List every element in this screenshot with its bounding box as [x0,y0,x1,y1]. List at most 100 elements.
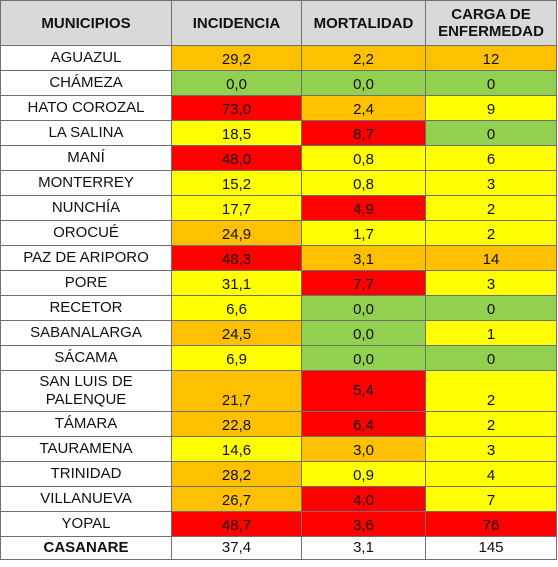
cell-carga: 2 [425,220,557,246]
cell-incidencia: 22,8 [171,411,302,437]
cell-incidencia: 26,7 [171,486,302,512]
cell-incidencia: 18,5 [171,120,302,146]
table-row: SAN LUIS DE PALENQUE 21,7 5,4 2 [0,370,557,412]
total-row: CASANARE 37,4 3,1 145 [0,536,557,560]
cell-municipio: TÁMARA [0,411,172,437]
cell-incidencia: 48,3 [171,245,302,271]
cell-incidencia: 48,0 [171,145,302,171]
table-row: SABANALARGA 24,5 0,0 1 [0,320,557,346]
cell-municipio: HATO COROZAL [0,95,172,121]
cell-incidencia: 24,9 [171,220,302,246]
cell-carga: 2 [425,195,557,221]
cell-municipio: PORE [0,270,172,296]
cell-mortalidad: 1,7 [301,220,426,246]
table-row: TÁMARA 22,8 6,4 2 [0,411,557,437]
cell-mortalidad: 0,0 [301,70,426,96]
cell-mortalidad: 4,0 [301,486,426,512]
cell-mortalidad: 0,0 [301,345,426,371]
table-row: YOPAL 48,7 3,6 76 [0,511,557,537]
table-row: SÁCAMA 6,9 0,0 0 [0,345,557,371]
header-mortalidad: MORTALIDAD [301,0,426,46]
cell-incidencia: 28,2 [171,461,302,487]
cell-incidencia: 21,7 [171,370,302,412]
cell-mortalidad: 4,9 [301,195,426,221]
cell-municipio: RECETOR [0,295,172,321]
cell-incidencia: 48,7 [171,511,302,537]
cell-carga: 3 [425,270,557,296]
cell-incidencia: 15,2 [171,170,302,196]
cell-mortalidad: 8,7 [301,120,426,146]
table-row: LA SALINA 18,5 8,7 0 [0,120,557,146]
cell-incidencia: 14,6 [171,436,302,462]
table-row: TAURAMENA 14,6 3,0 3 [0,436,557,462]
table-body: AGUAZUL 29,2 2,2 12 CHÁMEZA 0,0 0,0 0 HATO COROZ… [0,45,557,537]
cell-incidencia: 17,7 [171,195,302,221]
cell-carga: 1 [425,320,557,346]
table-row: HATO COROZAL 73,0 2,4 9 [0,95,557,121]
cell-municipio: CHÁMEZA [0,70,172,96]
table-row: VILLANUEVA 26,7 4,0 7 [0,486,557,512]
cell-incidencia: 6,9 [171,345,302,371]
table-row: CHÁMEZA 0,0 0,0 0 [0,70,557,96]
cell-mortalidad: 0,8 [301,145,426,171]
header-row: MUNICIPIOS INCIDENCIA MORTALIDAD CARGA D… [0,0,557,46]
cell-carga: 12 [425,45,557,71]
header-municipios: MUNICIPIOS [0,0,172,46]
cell-municipio: TRINIDAD [0,461,172,487]
table-row: MANÍ 48,0 0,8 6 [0,145,557,171]
cell-mortalidad: 0,0 [301,295,426,321]
cell-carga: 9 [425,95,557,121]
cell-carga: 3 [425,436,557,462]
cell-municipio: LA SALINA [0,120,172,146]
cell-municipio: SAN LUIS DE PALENQUE [0,370,172,412]
cell-municipio: VILLANUEVA [0,486,172,512]
cell-carga: 3 [425,170,557,196]
cell-carga: 0 [425,295,557,321]
cell-mortalidad: 3,0 [301,436,426,462]
cell-carga: 2 [425,411,557,437]
cell-incidencia: 0,0 [171,70,302,96]
table-row: OROCUÉ 24,9 1,7 2 [0,220,557,246]
total-mortalidad: 3,1 [301,536,426,560]
cell-carga: 0 [425,70,557,96]
cell-mortalidad: 5,4 [301,370,426,412]
cell-carga: 0 [425,120,557,146]
total-municipio: CASANARE [0,536,172,560]
cell-mortalidad: 0,9 [301,461,426,487]
cell-mortalidad: 3,6 [301,511,426,537]
cell-mortalidad: 7,7 [301,270,426,296]
cell-carga: 76 [425,511,557,537]
cell-carga: 7 [425,486,557,512]
cell-municipio: NUNCHÍA [0,195,172,221]
header-incidencia: INCIDENCIA [171,0,302,46]
table-row: RECETOR 6,6 0,0 0 [0,295,557,321]
cell-mortalidad: 6,4 [301,411,426,437]
cell-carga: 14 [425,245,557,271]
header-carga-de-enfermedad: CARGA DE ENFERMEDAD [425,0,557,46]
table-row: PAZ DE ARIPORO 48,3 3,1 14 [0,245,557,271]
cell-incidencia: 24,5 [171,320,302,346]
cell-municipio: MONTERREY [0,170,172,196]
cell-incidencia: 29,2 [171,45,302,71]
cell-incidencia: 6,6 [171,295,302,321]
cell-carga: 2 [425,370,557,412]
cell-mortalidad: 0,8 [301,170,426,196]
cell-municipio: TAURAMENA [0,436,172,462]
cell-carga: 6 [425,145,557,171]
cell-incidencia: 31,1 [171,270,302,296]
cell-municipio: PAZ DE ARIPORO [0,245,172,271]
cell-mortalidad: 2,2 [301,45,426,71]
total-carga: 145 [425,536,557,560]
cell-mortalidad: 0,0 [301,320,426,346]
table-row: NUNCHÍA 17,7 4,9 2 [0,195,557,221]
table-row: MONTERREY 15,2 0,8 3 [0,170,557,196]
table-row: PORE 31,1 7,7 3 [0,270,557,296]
table-row: TRINIDAD 28,2 0,9 4 [0,461,557,487]
table-row: AGUAZUL 29,2 2,2 12 [0,45,557,71]
cell-mortalidad: 3,1 [301,245,426,271]
cell-municipio: OROCUÉ [0,220,172,246]
cell-municipio: AGUAZUL [0,45,172,71]
cell-mortalidad: 2,4 [301,95,426,121]
cell-incidencia: 73,0 [171,95,302,121]
